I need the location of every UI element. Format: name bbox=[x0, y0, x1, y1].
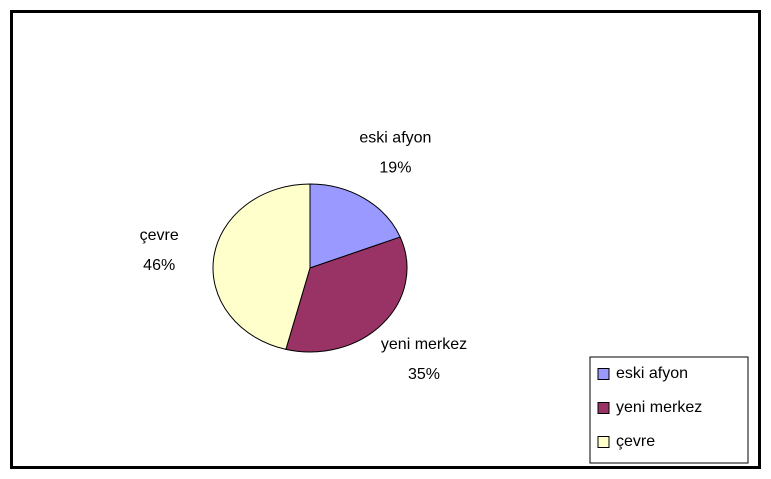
legend-label: yeni merkez bbox=[616, 399, 702, 416]
legend-swatch bbox=[597, 436, 610, 448]
legend-label: çevre bbox=[616, 433, 655, 450]
legend-swatch bbox=[597, 402, 610, 414]
slice-label: eski afyon bbox=[359, 129, 431, 146]
slice-value-label: 19% bbox=[379, 159, 411, 176]
legend-swatch bbox=[597, 368, 610, 380]
slice-value-label: 46% bbox=[143, 257, 175, 274]
slice-value-label: 35% bbox=[408, 366, 440, 383]
pie-slice bbox=[285, 236, 408, 353]
legend-label: eski afyon bbox=[616, 365, 688, 382]
slice-label: çevre bbox=[140, 227, 179, 244]
pie-slice bbox=[309, 183, 401, 269]
legend-box bbox=[589, 356, 749, 464]
pie-slice bbox=[212, 183, 311, 350]
slice-label: yeni merkez bbox=[381, 336, 467, 353]
